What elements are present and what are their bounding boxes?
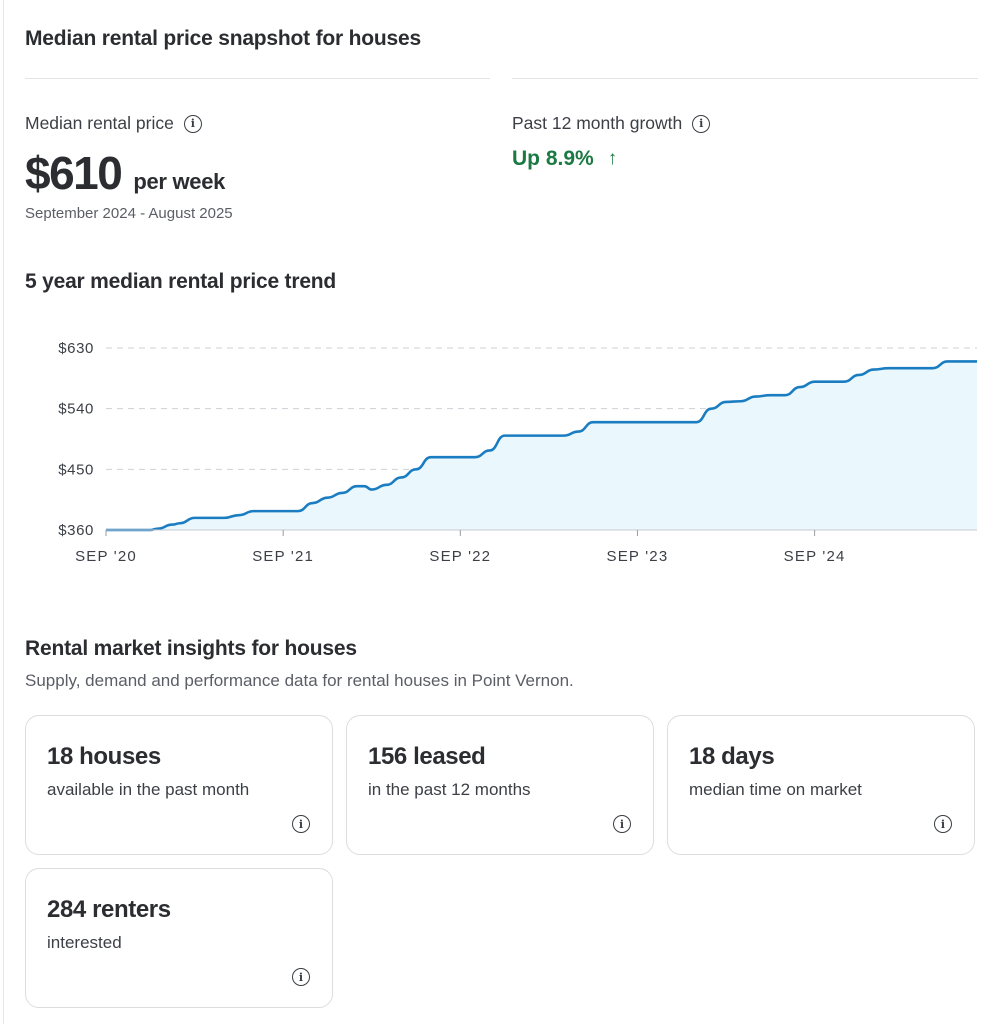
x-tick-label: SEP '24 (784, 548, 846, 565)
rental-trend-chart: $630 $540 $450 $360 SEP '20 SEP '21 SEP '22 SEP… (58, 340, 977, 565)
snapshot-title: Median rental price snapshot for houses (25, 27, 421, 50)
price-unit: per week (133, 169, 226, 194)
info-icon[interactable]: i (692, 114, 711, 133)
divider-right (512, 78, 978, 79)
insight-card-days-on-market: 18 days median time on market i (667, 715, 975, 855)
x-tick-label: SEP '20 (75, 548, 137, 565)
median-price-value: $610 (25, 147, 123, 199)
info-icon[interactable]: i (183, 114, 202, 133)
insights-subtitle: Supply, demand and performance data for … (25, 671, 574, 690)
median-price-label-row: Median rental price i (25, 113, 202, 134)
insight-description: median time on market (689, 780, 862, 799)
info-icon[interactable]: i (934, 815, 952, 833)
insight-description: available in the past month (47, 780, 250, 799)
insight-card-renters: 284 renters interested i (25, 868, 333, 1008)
insight-value: 284 renters (47, 896, 171, 923)
growth-label-row: Past 12 month growth i (512, 113, 711, 134)
trend-title: 5 year median rental price trend (25, 270, 337, 293)
y-tick-label: $630 (58, 340, 94, 357)
x-tick-label: SEP '23 (607, 548, 669, 565)
growth-value-row: Up 8.9% ↑ (512, 147, 617, 171)
y-tick-label: $540 (58, 401, 94, 418)
insight-value: 18 houses (47, 743, 161, 770)
trend-area (106, 361, 977, 530)
insight-card-available: 18 houses available in the past month i (25, 715, 333, 855)
insight-description: in the past 12 months (368, 780, 531, 799)
y-tick-label: $450 (58, 461, 94, 478)
insight-value: 156 leased (368, 743, 486, 770)
x-tick-label: SEP '22 (429, 548, 491, 565)
info-icon[interactable]: i (292, 815, 310, 833)
growth-label: Past 12 month growth (512, 113, 683, 133)
growth-value: Up 8.9% (512, 147, 594, 170)
insight-description: interested (47, 933, 122, 952)
median-price-label: Median rental price (25, 113, 174, 133)
price-period: September 2024 - August 2025 (25, 205, 233, 222)
divider-left (25, 78, 490, 79)
left-border (3, 0, 4, 1024)
insight-card-leased: 156 leased in the past 12 months i (346, 715, 654, 855)
y-tick-label: $360 (58, 522, 94, 539)
x-tick-label: SEP '21 (252, 548, 314, 565)
insights-title: Rental market insights for houses (25, 637, 357, 660)
median-price-row: $610 per week (25, 146, 225, 200)
trend-line (106, 360, 977, 532)
info-icon[interactable]: i (292, 968, 310, 986)
insight-value: 18 days (689, 743, 775, 770)
info-icon[interactable]: i (613, 815, 631, 833)
arrow-up-icon: ↑ (607, 148, 618, 169)
